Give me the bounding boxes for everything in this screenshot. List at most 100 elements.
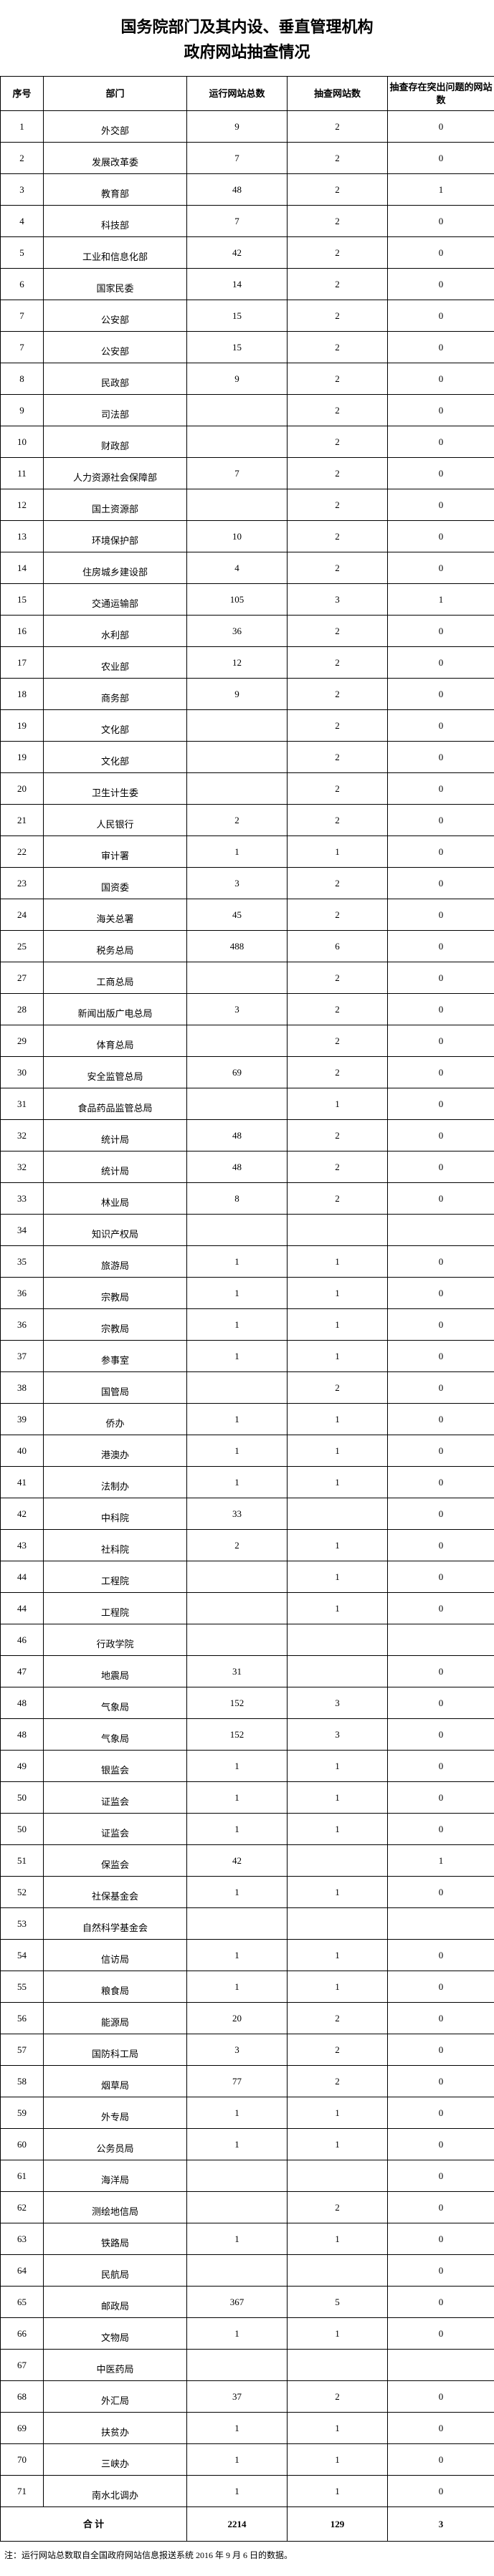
cell-dept: 文化部 <box>44 742 187 773</box>
cell-iss: 0 <box>388 742 494 773</box>
cell-seq: 56 <box>1 2003 44 2034</box>
cell-run: 4 <box>187 552 288 584</box>
cell-chk: 2 <box>288 363 388 395</box>
table-row: 65邮政局36750 <box>1 2287 494 2318</box>
cell-iss: 0 <box>388 2223 494 2255</box>
cell-iss: 0 <box>388 206 494 237</box>
cell-run <box>187 2350 288 2381</box>
cell-chk: 1 <box>288 1435 388 1467</box>
cell-chk: 2 <box>288 1183 388 1215</box>
cell-iss: 0 <box>388 1530 494 1561</box>
cell-iss: 0 <box>388 1940 494 1971</box>
table-row: 61海洋局0 <box>1 2160 494 2192</box>
cell-iss: 0 <box>388 269 494 300</box>
cell-seq: 36 <box>1 1278 44 1309</box>
cell-chk: 2 <box>288 899 388 931</box>
cell-run <box>187 1593 288 1624</box>
table-row: 31食品药品监管总局10 <box>1 1088 494 1120</box>
cell-iss <box>388 1215 494 1246</box>
cell-iss: 0 <box>388 2476 494 2507</box>
table-row: 53自然科学基金会 <box>1 1908 494 1940</box>
cell-seq: 35 <box>1 1246 44 1278</box>
cell-iss: 0 <box>388 805 494 836</box>
table-row: 66文物局110 <box>1 2318 494 2350</box>
cell-chk: 2 <box>288 269 388 300</box>
table-row: 70三峡办110 <box>1 2444 494 2476</box>
header-checked: 抽查网站数 <box>288 77 388 111</box>
cell-seq: 30 <box>1 1057 44 1088</box>
cell-run: 1 <box>187 1246 288 1278</box>
cell-run: 20 <box>187 2003 288 2034</box>
cell-iss: 0 <box>388 237 494 269</box>
title-line-2: 政府网站抽查情况 <box>0 39 494 64</box>
cell-seq: 64 <box>1 2255 44 2287</box>
cell-seq: 67 <box>1 2350 44 2381</box>
cell-seq: 12 <box>1 489 44 521</box>
cell-dept: 中科院 <box>44 1498 187 1530</box>
table-row: 48气象局15230 <box>1 1719 494 1751</box>
cell-run: 152 <box>187 1687 288 1719</box>
cell-dept: 地震局 <box>44 1656 187 1687</box>
cell-iss: 0 <box>388 2192 494 2223</box>
cell-chk: 1 <box>288 1088 388 1120</box>
cell-iss: 0 <box>388 521 494 552</box>
cell-seq: 43 <box>1 1530 44 1561</box>
table-row: 17农业部1220 <box>1 647 494 679</box>
cell-seq: 39 <box>1 1404 44 1435</box>
cell-dept: 工业和信息化部 <box>44 237 187 269</box>
cell-run: 1 <box>187 1940 288 1971</box>
cell-iss: 0 <box>388 1120 494 1151</box>
cell-run: 1 <box>187 1751 288 1782</box>
cell-dept: 旅游局 <box>44 1246 187 1278</box>
cell-dept: 南水北调办 <box>44 2476 187 2507</box>
cell-chk: 1 <box>288 2318 388 2350</box>
cell-run: 1 <box>187 1814 288 1845</box>
cell-iss <box>388 1624 494 1656</box>
cell-iss: 0 <box>388 2413 494 2444</box>
table-row: 28新闻出版广电总局320 <box>1 994 494 1025</box>
cell-run <box>187 962 288 994</box>
cell-dept: 参事室 <box>44 1341 187 1372</box>
cell-run: 36 <box>187 616 288 647</box>
cell-chk: 2 <box>288 206 388 237</box>
table-row: 54信访局110 <box>1 1940 494 1971</box>
cell-run: 1 <box>187 2413 288 2444</box>
cell-run <box>187 710 288 742</box>
cell-seq: 46 <box>1 1624 44 1656</box>
cell-dept: 农业部 <box>44 647 187 679</box>
table-row: 10财政部20 <box>1 426 494 458</box>
cell-iss: 1 <box>388 584 494 616</box>
cell-iss: 0 <box>388 679 494 710</box>
cell-run: 48 <box>187 1151 288 1183</box>
cell-chk: 1 <box>288 1782 388 1814</box>
cell-chk: 2 <box>288 174 388 206</box>
inspection-table: 序号 部门 运行网站总数 抽查网站数 抽查存在突出问题的网站数 1外交部9202… <box>0 76 494 2542</box>
cell-dept: 工程院 <box>44 1593 187 1624</box>
cell-chk: 1 <box>288 2444 388 2476</box>
cell-dept: 气象局 <box>44 1719 187 1751</box>
cell-dept: 公务员局 <box>44 2129 187 2160</box>
cell-seq: 44 <box>1 1593 44 1624</box>
cell-run: 7 <box>187 143 288 174</box>
cell-iss: 0 <box>388 2255 494 2287</box>
cell-run <box>187 489 288 521</box>
cell-chk: 2 <box>288 489 388 521</box>
cell-dept: 统计局 <box>44 1151 187 1183</box>
cell-dept: 宗教局 <box>44 1278 187 1309</box>
cell-run: 14 <box>187 269 288 300</box>
cell-seq: 6 <box>1 269 44 300</box>
table-row: 62测绘地信局20 <box>1 2192 494 2223</box>
table-footer-row: 合 计 2214 129 3 <box>1 2507 494 2542</box>
table-row: 58烟草局7720 <box>1 2066 494 2097</box>
cell-chk <box>288 1908 388 1940</box>
cell-iss: 0 <box>388 836 494 868</box>
cell-run: 12 <box>187 647 288 679</box>
table-row: 64民航局0 <box>1 2255 494 2287</box>
cell-iss: 0 <box>388 931 494 962</box>
table-row: 35旅游局110 <box>1 1246 494 1278</box>
cell-dept: 新闻出版广电总局 <box>44 994 187 1025</box>
cell-chk: 1 <box>288 1751 388 1782</box>
cell-run: 2 <box>187 805 288 836</box>
table-row: 30安全监管总局6920 <box>1 1057 494 1088</box>
cell-iss: 0 <box>388 1782 494 1814</box>
